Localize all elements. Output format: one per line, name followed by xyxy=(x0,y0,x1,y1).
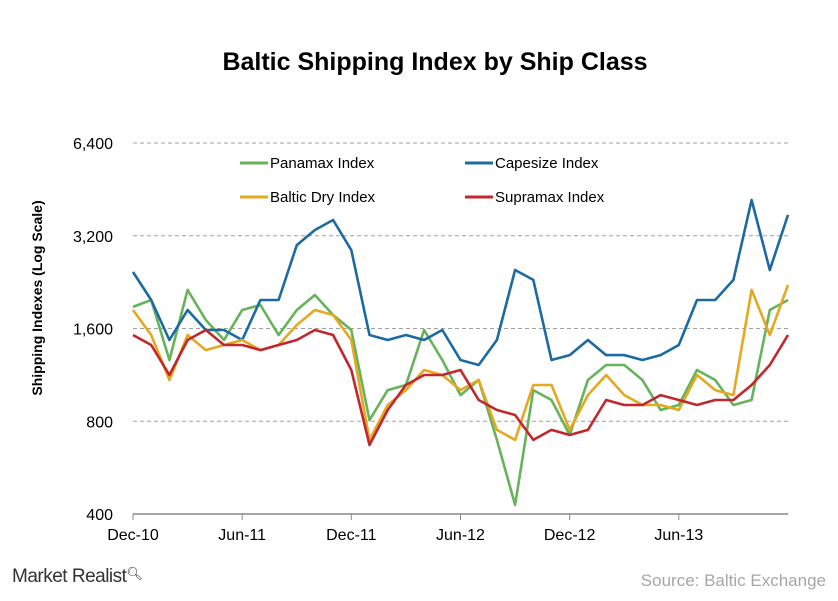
legend-label: Baltic Dry Index xyxy=(270,189,376,206)
magnifier-icon: 🔍︎ xyxy=(126,566,143,581)
series-line-panamax-index xyxy=(132,288,789,507)
x-tick-label: Jun-13 xyxy=(654,527,703,544)
source-note: Source: Baltic Exchange xyxy=(640,571,826,590)
x-tick-label: Jun-11 xyxy=(218,527,266,544)
x-tick-label: Dec-12 xyxy=(544,527,596,544)
y-tick-label: 800 xyxy=(86,414,113,431)
legend-label: Capesize Index xyxy=(495,155,599,172)
y-tick-label: 6,400 xyxy=(73,136,113,153)
legend-label: Panamax Index xyxy=(270,155,375,172)
logo-text: Market Realist xyxy=(12,566,127,587)
y-tick-label: 1,600 xyxy=(73,322,113,339)
x-tick-label: Dec-11 xyxy=(326,527,376,544)
x-tick-label: Jun-12 xyxy=(436,527,485,544)
x-tick-label: Dec-10 xyxy=(107,527,159,544)
series-line-baltic-dry-index xyxy=(131,284,790,442)
y-tick-label: 3,200 xyxy=(73,229,113,246)
series-line-capesize-index xyxy=(131,198,790,367)
series-line-supramax-index xyxy=(132,328,790,447)
y-tick-label: 400 xyxy=(86,507,113,524)
market-realist-logo: Market Realist🔍︎ xyxy=(12,566,143,588)
legend-label: Supramax Index xyxy=(495,189,605,206)
chart-title: Baltic Shipping Index by Ship Class xyxy=(222,48,648,76)
